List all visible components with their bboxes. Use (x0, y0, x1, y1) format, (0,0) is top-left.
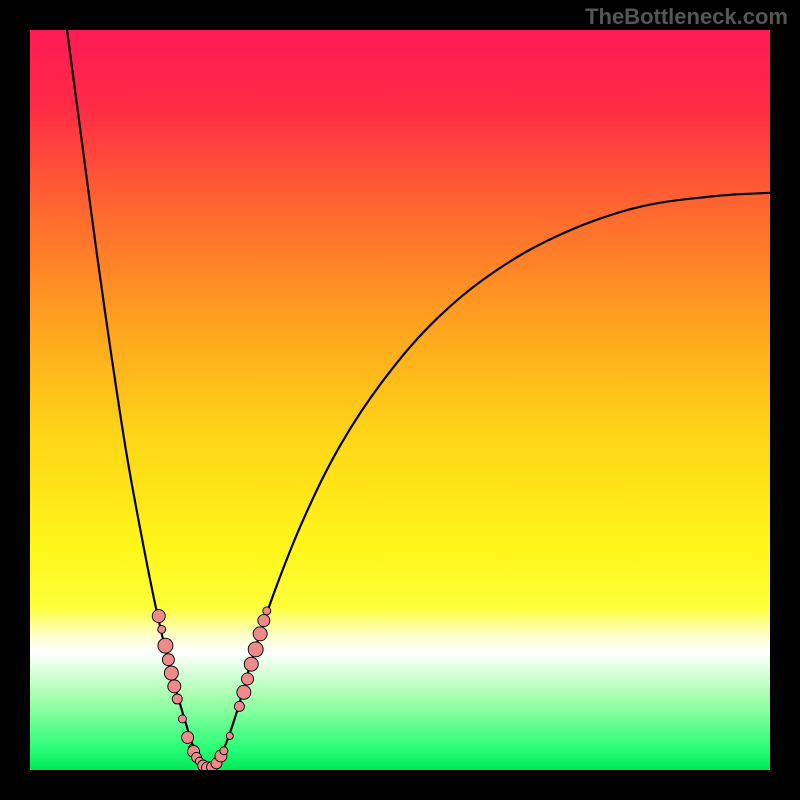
data-marker (158, 638, 173, 653)
chart-container: TheBottleneck.com (0, 0, 800, 800)
bottleneck-chart (0, 0, 800, 800)
data-marker (182, 731, 194, 743)
data-marker (226, 732, 233, 739)
data-marker (242, 673, 254, 685)
data-marker (258, 615, 270, 627)
data-marker (263, 607, 271, 615)
data-marker (172, 694, 182, 704)
data-marker (248, 642, 263, 657)
data-marker (162, 654, 174, 666)
data-marker (234, 701, 244, 711)
watermark-text: TheBottleneck.com (585, 4, 788, 30)
data-marker (152, 610, 165, 623)
data-marker (178, 715, 186, 723)
plot-background (30, 30, 770, 770)
data-marker (237, 685, 251, 699)
data-marker (244, 657, 258, 671)
data-marker (164, 666, 178, 680)
data-marker (253, 627, 267, 641)
data-marker (168, 680, 181, 693)
data-marker (158, 625, 166, 633)
data-marker (220, 747, 228, 755)
